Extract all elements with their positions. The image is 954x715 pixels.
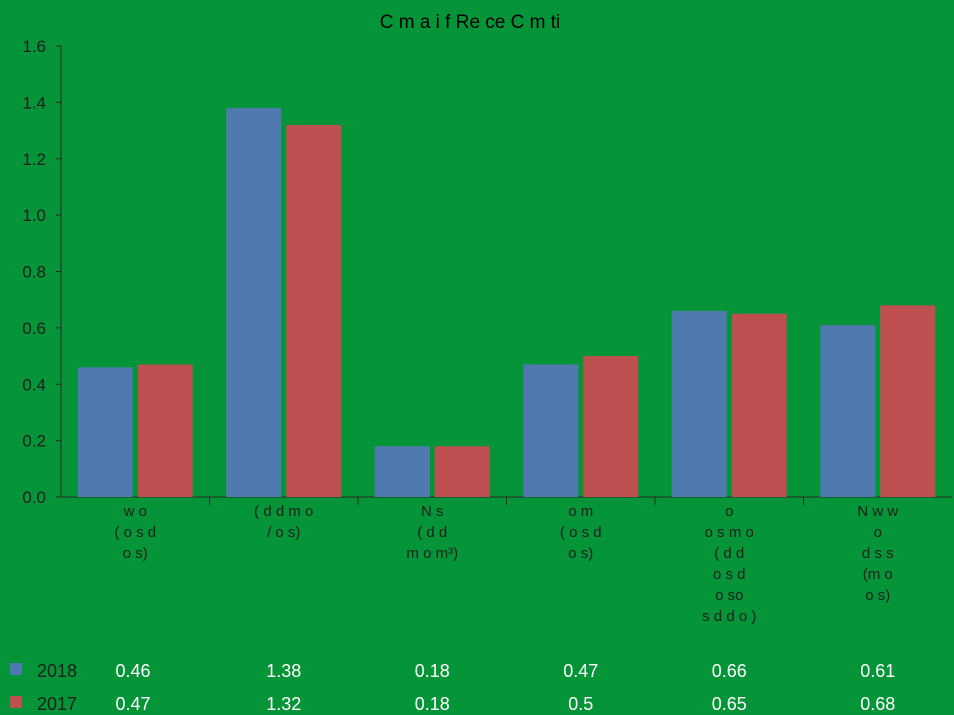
bar-2017-2 (434, 446, 490, 497)
plot-area: 0.0 0.2 0.4 0.6 0.8 1.0 1.2 1.4 1.6 w o ( o s d o s… (10, 37, 952, 714)
chart-title: C m a i f Re ce C m ti (380, 12, 561, 33)
y-tick-label: 1.2 (22, 150, 46, 169)
legend-swatch-2018 (10, 663, 22, 675)
data-table-value: 0.18 (415, 694, 450, 714)
x-category-label-line: ( d d (714, 545, 744, 562)
x-category-label-line: N w w (857, 503, 898, 520)
y-tick-label: 0.2 (22, 432, 46, 451)
x-category-label-line: m o m³) (406, 545, 458, 562)
x-category-label: w o ( o s d o s) (114, 503, 156, 562)
data-table-value: 1.38 (266, 661, 301, 681)
x-category-label: N w w o d s s (m o o s) (857, 503, 898, 604)
data-table-value: 0.66 (712, 661, 747, 681)
legend-label-2017: 2017 (37, 694, 77, 714)
bar-2018-2 (374, 446, 430, 497)
x-category-label: ( d d m o / o s) (254, 503, 313, 541)
bar-2018-1 (226, 108, 282, 497)
x-category-label-line: / o s) (267, 524, 300, 541)
x-category-label-line: o (874, 524, 882, 541)
data-table-value: 0.18 (415, 661, 450, 681)
x-category-label: N s ( d d m o m³) (406, 503, 458, 562)
bar-2017-0 (137, 364, 193, 497)
y-tick-label: 1.6 (22, 37, 46, 56)
y-tick-label: 1.0 (22, 206, 46, 225)
y-tick-label: 0.4 (22, 375, 46, 394)
x-category-label-line: w o (123, 503, 147, 520)
bar-2017-4 (731, 313, 787, 497)
x-category-label-line: ( o s d (560, 524, 602, 541)
x-category-label: o m ( o s d o s) (560, 503, 602, 562)
bar-2017-1 (286, 124, 342, 498)
x-category-label-line: ( o s d (114, 524, 156, 541)
y-tick-label: 1.4 (22, 93, 46, 112)
y-tick-label: 0.6 (22, 319, 46, 338)
data-table-value: 0.65 (712, 694, 747, 714)
x-category-label: o o s m o ( d d o s d o so s d d o ) (702, 503, 756, 625)
bar-2018-5 (820, 325, 876, 497)
legend-swatch-2017 (10, 696, 22, 708)
x-category-label-line: (m o (863, 566, 893, 583)
bar-2018-0 (77, 367, 133, 497)
x-category-label-line: d s s (862, 545, 894, 562)
x-category-label-line: o s) (568, 545, 593, 562)
data-table-value: 0.61 (860, 661, 895, 681)
y-tick-label: 0.8 (22, 263, 46, 282)
data-table-value: 0.47 (115, 694, 150, 714)
bar-2018-3 (523, 364, 579, 497)
legend-label-2018: 2018 (37, 661, 77, 681)
x-category-label-line: o (725, 503, 733, 520)
data-table-value: 0.46 (115, 661, 150, 681)
bar-2018-4 (671, 310, 727, 497)
x-category-label-line: o s) (123, 545, 148, 562)
data-table-value: 0.5 (568, 694, 593, 714)
x-category-label-line: ( d d (417, 524, 447, 541)
x-category-label-line: o s m o (705, 524, 754, 541)
x-category-label-line: N s (421, 503, 444, 520)
data-table-value: 0.47 (563, 661, 598, 681)
x-category-label-line: o s d (713, 566, 746, 583)
x-category-label-line: s d d o ) (702, 608, 756, 625)
x-category-label-line: o so (715, 587, 743, 604)
x-category-label-line: o m (568, 503, 593, 520)
x-category-label-line: o s) (865, 587, 890, 604)
y-tick-label: 0.0 (22, 488, 46, 507)
data-table-value: 0.68 (860, 694, 895, 714)
x-category-label-line: ( d d m o (254, 503, 313, 520)
bar-2017-5 (880, 305, 936, 497)
bar-2017-3 (583, 356, 639, 497)
data-table-value: 1.32 (266, 694, 301, 714)
